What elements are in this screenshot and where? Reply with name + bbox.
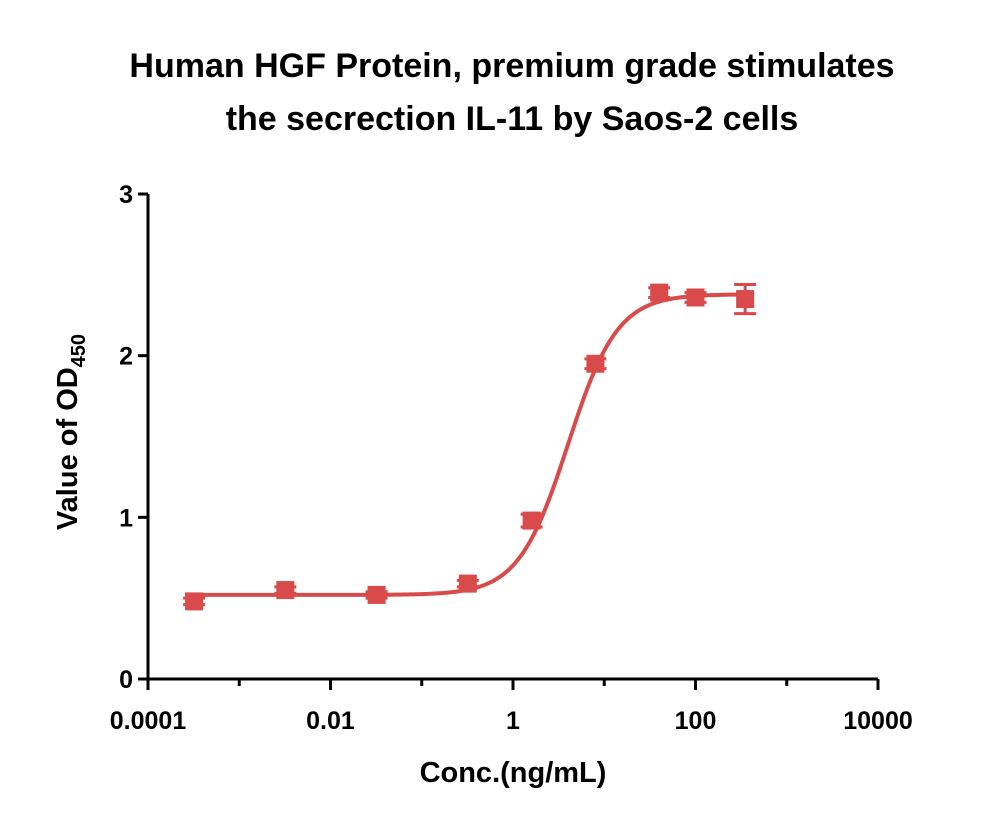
data-point — [185, 592, 204, 611]
data-point — [458, 574, 477, 593]
data-point — [522, 511, 541, 530]
x-tick-label: 0.01 — [306, 707, 355, 735]
data-points — [183, 283, 757, 611]
x-axis-ticks: 0.0001 0.01 1 100 10000 — [110, 679, 913, 735]
data-point — [686, 288, 705, 307]
x-tick-label: 100 — [675, 707, 717, 735]
fit-curve-line — [194, 292, 746, 597]
chart-title-line-2: the secrection IL-11 by Saos-2 cells — [226, 100, 799, 138]
fit-curve — [194, 292, 746, 597]
data-point — [276, 581, 295, 600]
y-axis-label: Value of OD450 — [52, 334, 90, 530]
data-point — [736, 290, 755, 309]
y-axis-ticks: 0 1 2 3 — [119, 181, 148, 694]
y-tick-label: 2 — [119, 343, 133, 371]
x-tick-label: 1 — [506, 707, 520, 735]
x-tick-label: 0.0001 — [110, 707, 187, 735]
data-point — [586, 354, 605, 373]
y-axis-label-text: Value of OD — [52, 367, 84, 530]
axes — [146, 194, 878, 681]
chart-title-line-1: Human HGF Protein, premium grade stimula… — [129, 47, 894, 85]
x-tick-label: 10000 — [843, 707, 913, 735]
y-tick-label: 1 — [119, 504, 133, 532]
data-point — [367, 585, 386, 604]
y-tick-label: 3 — [119, 181, 133, 209]
x-axis-label: Conc.(ng/mL) — [420, 757, 607, 789]
data-point — [650, 283, 669, 302]
y-axis-label-subscript: 450 — [68, 334, 90, 367]
y-tick-label: 0 — [119, 666, 133, 694]
